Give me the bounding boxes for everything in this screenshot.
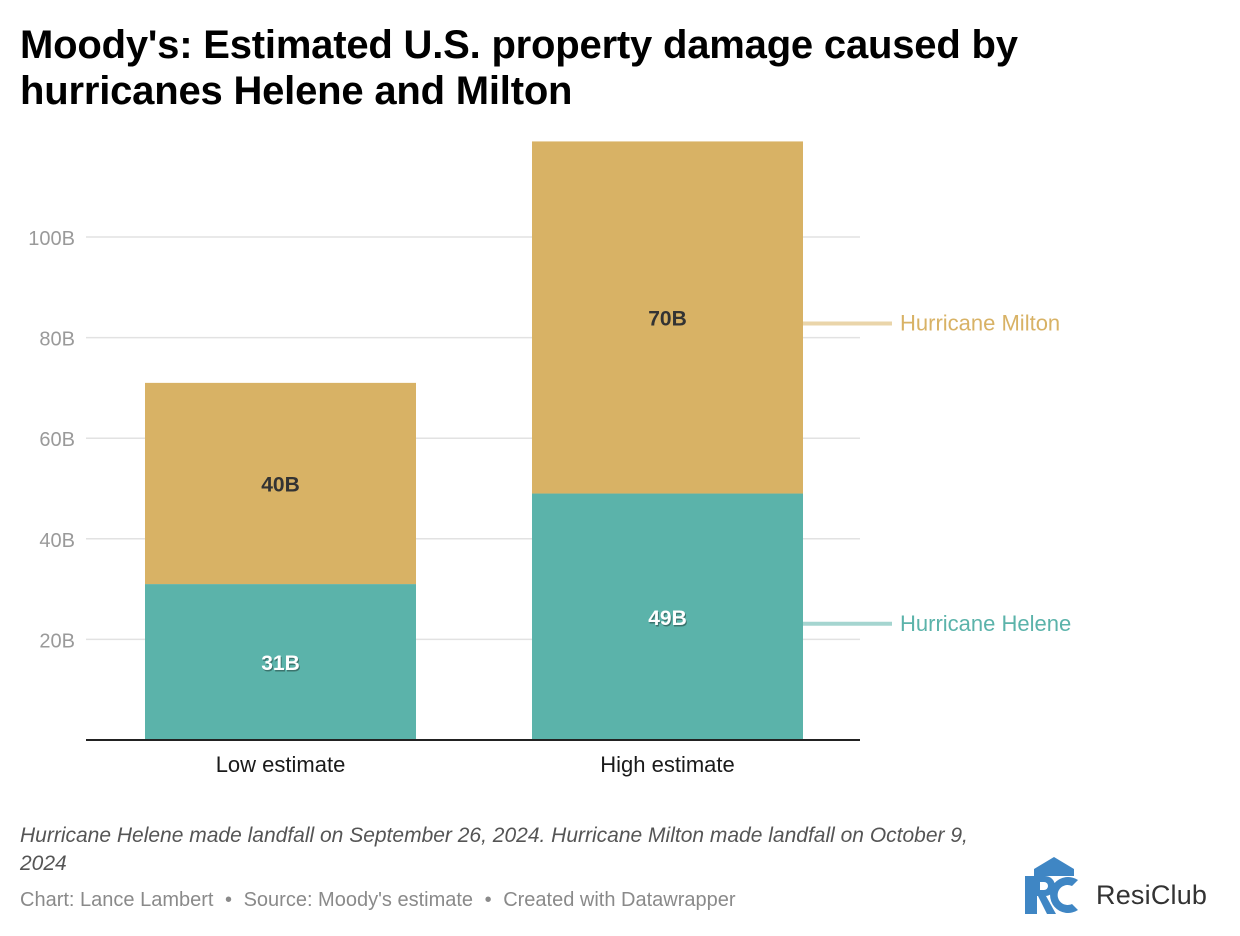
x-category-label: Low estimate: [216, 752, 346, 777]
credit-tool: Created with Datawrapper: [503, 889, 736, 911]
y-tick-label: 40B: [39, 530, 75, 552]
chart-note: Hurricane Helene made landfall on Septem…: [20, 824, 968, 875]
credit-author: Chart: Lance Lambert: [20, 889, 214, 911]
credit-source: Source: Moody's estimate: [243, 889, 474, 911]
resiclub-logo-text: ResiClub: [1096, 880, 1208, 910]
legend-label: Hurricane Helene: [900, 611, 1071, 636]
bar-segment: [145, 584, 416, 740]
bar-value-label-shadow: 31B: [262, 654, 301, 677]
bar-value-label: 40B: [261, 473, 300, 496]
y-tick-label: 100B: [28, 228, 75, 250]
legend-label: Hurricane Milton: [900, 310, 1060, 335]
chart-title-line: hurricanes Helene and Milton: [20, 69, 573, 113]
bar-segment: [532, 493, 803, 740]
chart-title: Moody's: Estimated U.S. property damage …: [20, 22, 1200, 114]
y-tick-label: 60B: [39, 429, 75, 451]
bar-segment: [532, 141, 803, 494]
credit-separator: •: [225, 889, 233, 911]
bar-value-label-shadow: 49B: [649, 608, 688, 631]
resiclub-logo: RC ResiClub: [1022, 856, 1222, 916]
bar-value-label: 31B: [261, 652, 300, 675]
chart-credits: Chart: Lance Lambert • Source: Moody's e…: [20, 889, 736, 912]
bar-value-label: 49B: [648, 607, 687, 630]
bar-value-label: 70B: [648, 307, 687, 330]
y-tick-label: 80B: [39, 329, 75, 351]
resiclub-logo-icon: RC: [1025, 857, 1078, 914]
y-tick-label: 20B: [39, 630, 75, 652]
credit-separator: •: [484, 889, 492, 911]
x-category-label: High estimate: [600, 752, 735, 777]
bar-segment: [145, 382, 416, 585]
chart-title-line: Moody's: Estimated U.S. property damage …: [20, 23, 1018, 67]
